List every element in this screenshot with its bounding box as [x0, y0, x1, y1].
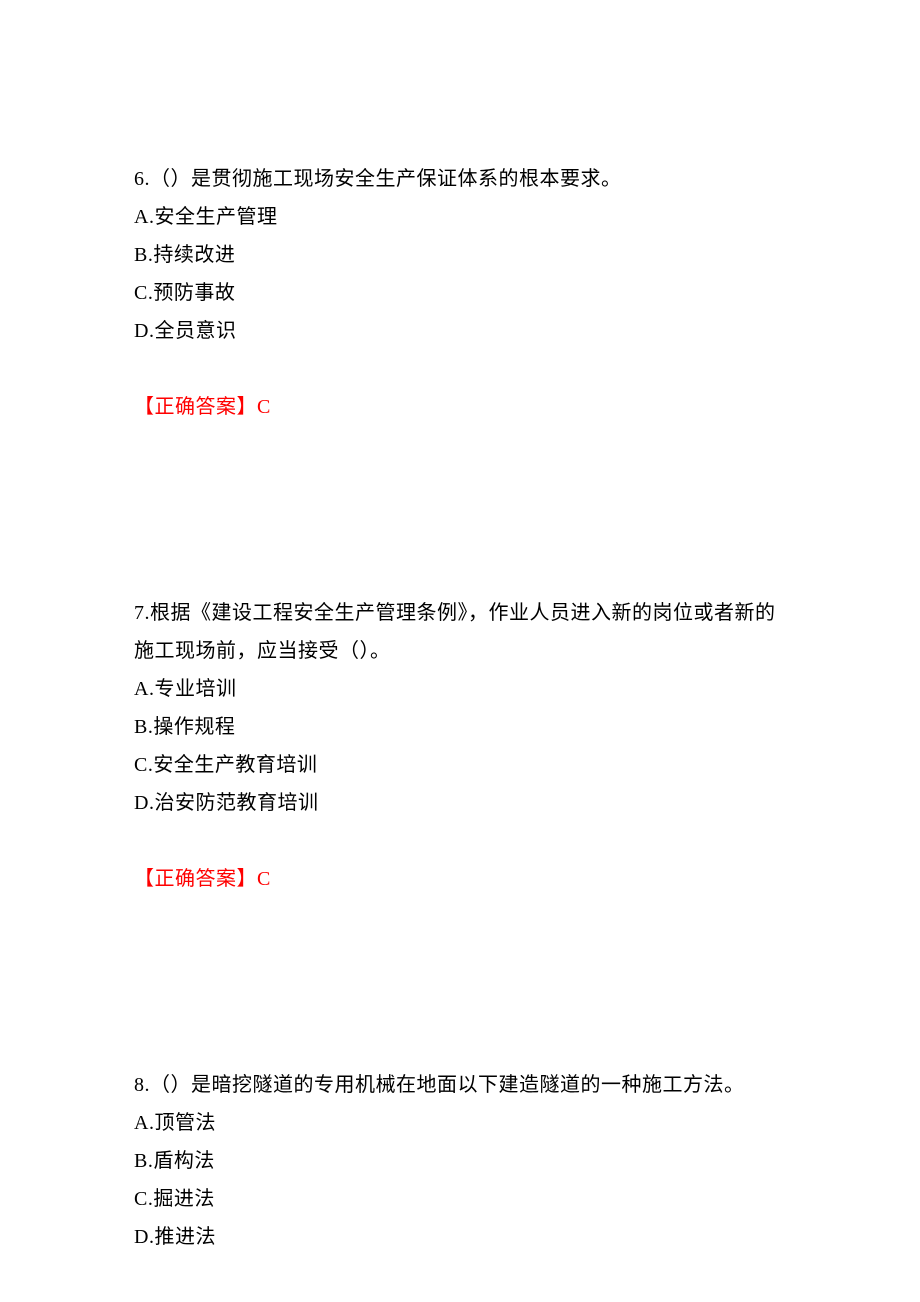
answer-label: 【正确答案】 [134, 396, 257, 418]
option-c: C.预防事故 [134, 274, 786, 312]
answer-label: 【正确答案】 [134, 868, 257, 890]
question-stem: 8.（）是暗挖隧道的专用机械在地面以下建造隧道的一种施工方法。 [134, 1066, 786, 1104]
question-stem: 7.根据《建设工程安全生产管理条例》，作业人员进入新的岗位或者新的施工现场前，应… [134, 594, 786, 670]
question-number: 7. [134, 602, 150, 624]
option-d: D.全员意识 [134, 312, 786, 350]
question-stem: 6.（）是贯彻施工现场安全生产保证体系的根本要求。 [134, 160, 786, 198]
answer-line: 【正确答案】C [134, 388, 786, 426]
question-7: 7.根据《建设工程安全生产管理条例》，作业人员进入新的岗位或者新的施工现场前，应… [134, 594, 786, 898]
question-stem-text: 根据《建设工程安全生产管理条例》，作业人员进入新的岗位或者新的施工现场前，应当接… [134, 602, 776, 662]
document-content: 6.（）是贯彻施工现场安全生产保证体系的根本要求。 A.安全生产管理 B.持续改… [0, 0, 920, 1256]
spacer [134, 946, 786, 1066]
question-stem-text: （）是贯彻施工现场安全生产保证体系的根本要求。 [150, 168, 622, 190]
option-b: B.持续改进 [134, 236, 786, 274]
option-c: C.掘进法 [134, 1180, 786, 1218]
option-a: A.安全生产管理 [134, 198, 786, 236]
spacer [134, 474, 786, 594]
question-number: 6. [134, 168, 150, 190]
answer-value: C [257, 868, 271, 890]
question-number: 8. [134, 1074, 150, 1096]
question-8: 8.（）是暗挖隧道的专用机械在地面以下建造隧道的一种施工方法。 A.顶管法 B.… [134, 1066, 786, 1256]
option-b: B.盾构法 [134, 1142, 786, 1180]
option-d: D.推进法 [134, 1218, 786, 1256]
question-stem-text: （）是暗挖隧道的专用机械在地面以下建造隧道的一种施工方法。 [150, 1074, 745, 1096]
option-d: D.治安防范教育培训 [134, 784, 786, 822]
answer-value: C [257, 396, 271, 418]
answer-line: 【正确答案】C [134, 860, 786, 898]
option-a: A.顶管法 [134, 1104, 786, 1142]
question-6: 6.（）是贯彻施工现场安全生产保证体系的根本要求。 A.安全生产管理 B.持续改… [134, 160, 786, 426]
option-c: C.安全生产教育培训 [134, 746, 786, 784]
option-a: A.专业培训 [134, 670, 786, 708]
option-b: B.操作规程 [134, 708, 786, 746]
